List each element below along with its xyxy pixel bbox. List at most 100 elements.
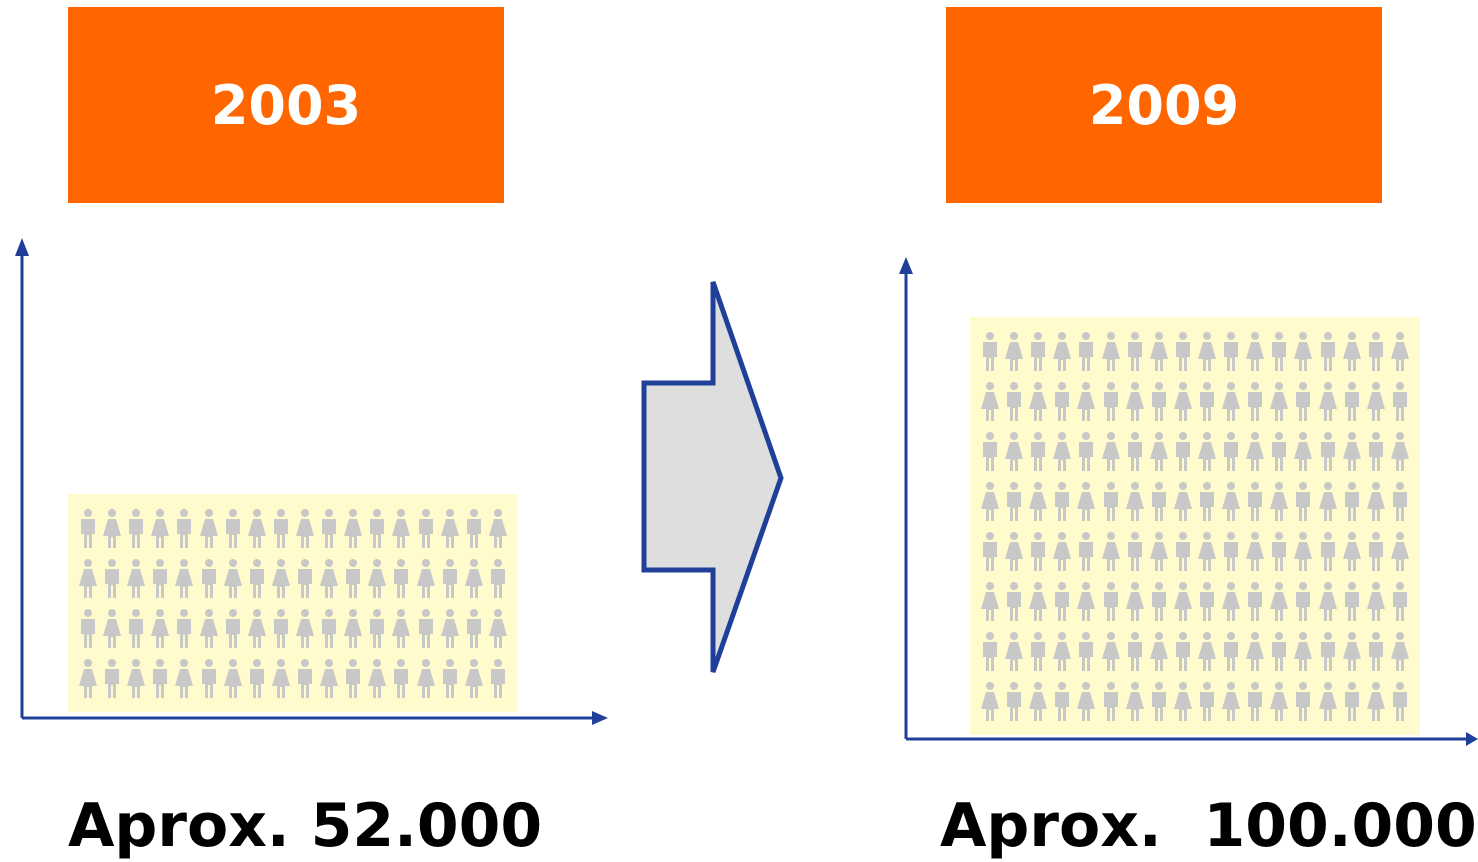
person-icon	[1103, 682, 1118, 721]
person-icon	[346, 559, 361, 598]
person-icon	[1224, 632, 1239, 671]
person-icon	[322, 609, 337, 648]
person-icon	[1101, 432, 1120, 471]
person-icon	[320, 559, 339, 598]
person-icon	[1103, 482, 1118, 521]
person-icon	[1077, 682, 1096, 721]
person-icon	[271, 559, 290, 598]
person-icon	[1342, 632, 1361, 671]
person-icon	[1366, 482, 1385, 521]
person-icon	[490, 559, 505, 598]
person-icon	[1175, 532, 1190, 571]
person-icon	[983, 532, 997, 571]
crowd-grid	[970, 317, 1420, 735]
year-label-left: 2003	[210, 73, 362, 137]
person-icon	[225, 609, 240, 648]
person-icon	[368, 559, 387, 598]
crowd-row	[980, 481, 1410, 521]
person-icon	[247, 609, 266, 648]
person-icon	[1149, 532, 1168, 571]
person-icon	[1151, 482, 1166, 521]
crowd-row	[78, 608, 508, 648]
left-y-arrowhead	[15, 238, 29, 256]
person-icon	[103, 609, 122, 648]
person-icon	[201, 659, 216, 698]
person-icon	[1079, 632, 1094, 671]
person-icon	[346, 659, 361, 698]
person-icon	[1053, 332, 1072, 371]
person-icon	[175, 559, 194, 598]
person-icon	[1005, 632, 1024, 671]
person-icon	[1272, 432, 1287, 471]
person-icon	[1270, 582, 1289, 621]
person-icon	[1149, 632, 1168, 671]
person-icon	[1005, 432, 1024, 471]
person-icon	[1296, 482, 1311, 521]
person-icon	[370, 609, 385, 648]
person-icon	[1392, 482, 1407, 521]
person-icon	[1055, 482, 1070, 521]
person-icon	[466, 609, 481, 648]
person-icon	[1344, 382, 1359, 421]
population-caption-2003: Aprox. 52.000	[68, 791, 543, 861]
person-icon	[249, 559, 264, 598]
person-icon	[1127, 632, 1142, 671]
person-icon	[1199, 482, 1214, 521]
crowd-row	[980, 381, 1410, 421]
person-icon	[322, 509, 337, 548]
person-icon	[370, 509, 385, 548]
person-icon	[1248, 382, 1263, 421]
person-icon	[1175, 332, 1190, 371]
person-icon	[1344, 582, 1359, 621]
person-icon	[1055, 682, 1070, 721]
year-box-2003: 2003	[68, 7, 504, 203]
person-icon	[79, 659, 97, 698]
left-axes	[15, 238, 608, 725]
person-icon	[1197, 332, 1216, 371]
person-icon	[297, 559, 312, 598]
person-icon	[1029, 582, 1048, 621]
person-icon	[392, 609, 411, 648]
person-icon	[1222, 682, 1241, 721]
person-icon	[81, 609, 95, 648]
person-icon	[1127, 332, 1142, 371]
person-icon	[1272, 532, 1287, 571]
crowd-row	[980, 631, 1410, 671]
person-icon	[127, 559, 146, 598]
person-icon	[392, 509, 411, 548]
person-icon	[129, 509, 144, 548]
person-icon	[418, 609, 433, 648]
person-icon	[1007, 482, 1022, 521]
person-icon	[1222, 382, 1241, 421]
crowd-row	[78, 558, 508, 598]
person-icon	[1029, 682, 1048, 721]
person-icon	[983, 432, 997, 471]
crowd-row	[980, 331, 1410, 371]
person-icon	[1101, 532, 1120, 571]
person-icon	[1294, 632, 1313, 671]
person-icon	[1270, 482, 1289, 521]
person-icon	[1272, 332, 1287, 371]
person-icon	[1320, 332, 1335, 371]
person-icon	[1294, 532, 1313, 571]
right-y-arrowhead	[899, 257, 913, 274]
person-icon	[1173, 582, 1192, 621]
person-icon	[1031, 532, 1046, 571]
crowd-row	[78, 658, 508, 698]
person-icon	[1053, 432, 1072, 471]
person-icon	[1125, 482, 1144, 521]
person-icon	[1031, 432, 1046, 471]
person-icon	[344, 509, 363, 548]
person-icon	[297, 659, 312, 698]
person-icon	[488, 509, 507, 548]
person-icon	[488, 609, 507, 648]
person-icon	[1294, 432, 1313, 471]
person-icon	[1053, 632, 1072, 671]
person-icon	[1318, 482, 1337, 521]
person-icon	[1392, 382, 1407, 421]
person-icon	[1103, 382, 1118, 421]
person-icon	[416, 659, 435, 698]
person-icon	[1101, 632, 1120, 671]
person-icon	[1342, 532, 1361, 571]
